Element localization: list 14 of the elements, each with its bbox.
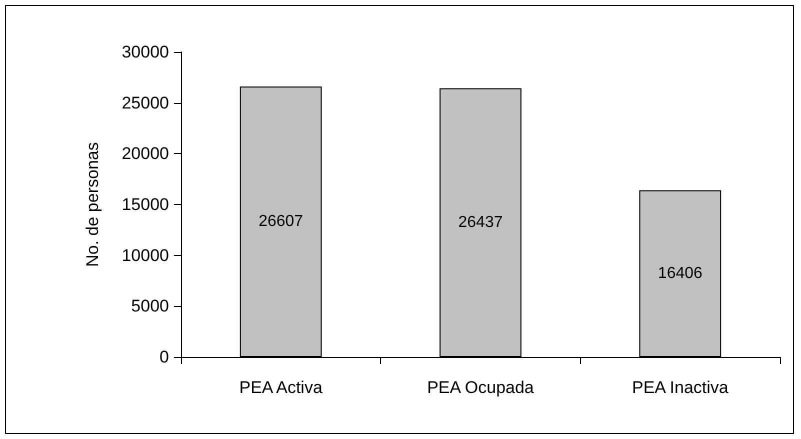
y-tick-label: 10000 — [122, 246, 169, 265]
data-label: 26607 — [258, 213, 304, 230]
y-tick-label: 20000 — [122, 144, 169, 164]
y-tick-label: 0 — [160, 348, 169, 366]
data-label: 26437 — [458, 214, 503, 232]
y-tick-label: 25000 — [122, 93, 169, 112]
x-tick-label: PEA Activa — [239, 378, 323, 397]
data-label: 16406 — [658, 265, 703, 282]
x-tick-label: PEA Ocupada — [427, 378, 534, 397]
y-tick-label: 15000 — [122, 195, 169, 214]
y-tick-label: 30000 — [122, 42, 169, 62]
y-tick-label: 5000 — [131, 296, 169, 316]
x-tick-label: PEA Inactiva — [632, 378, 729, 397]
y-axis-title: No. de personas — [83, 142, 102, 267]
